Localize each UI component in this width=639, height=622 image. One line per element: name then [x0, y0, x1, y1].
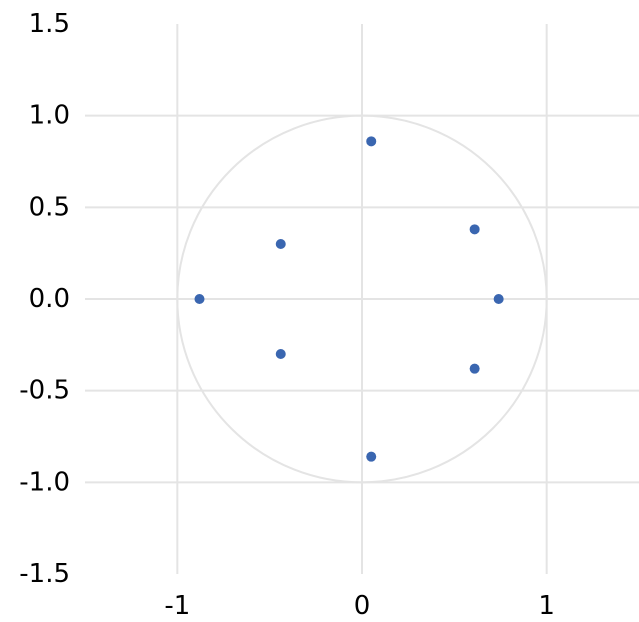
data-point — [469, 363, 480, 374]
y-tick-label: -0.5 — [19, 376, 70, 406]
data-point — [469, 224, 480, 235]
y-tick-label: 1.5 — [29, 9, 70, 39]
x-tick-label: -1 — [164, 591, 190, 621]
y-tick-label: 0.5 — [29, 192, 70, 222]
y-tick-label: -1.5 — [19, 559, 70, 589]
reference-circle — [176, 114, 548, 484]
data-point — [493, 294, 504, 304]
y-tick-label: 1.0 — [29, 101, 70, 131]
data-point — [275, 239, 286, 249]
data-point — [194, 294, 205, 304]
data-point — [366, 136, 377, 147]
y-tick-label: 0.0 — [29, 284, 70, 314]
x-tick-label: 0 — [354, 591, 371, 621]
x-tick-label: 1 — [538, 591, 555, 621]
y-tick-label: -1.0 — [19, 467, 70, 497]
x-axis-tick-labels: -1 0 1 — [164, 591, 555, 621]
data-point — [366, 451, 377, 462]
data-points — [194, 136, 504, 462]
reference-circle-layer — [176, 114, 548, 484]
data-point — [275, 349, 286, 359]
y-axis-tick-labels: 1.5 1.0 0.5 0.0 -0.5 -1.0 -1.5 — [19, 9, 70, 589]
grid-lines — [85, 24, 639, 574]
